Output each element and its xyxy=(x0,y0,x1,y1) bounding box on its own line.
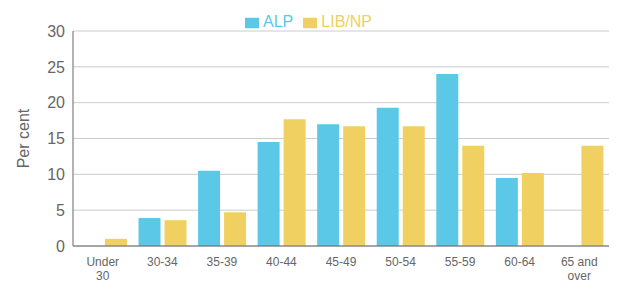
svg-text:Per cent: Per cent xyxy=(15,108,32,168)
svg-text:25: 25 xyxy=(47,59,65,76)
svg-text:Under30: Under30 xyxy=(86,255,119,283)
svg-text:10: 10 xyxy=(47,166,65,183)
svg-text:30: 30 xyxy=(47,23,65,40)
svg-text:60-64: 60-64 xyxy=(504,255,535,269)
svg-text:65 andover: 65 andover xyxy=(561,255,598,283)
svg-text:55-59: 55-59 xyxy=(445,255,476,269)
svg-text:50-54: 50-54 xyxy=(385,255,416,269)
svg-text:40-44: 40-44 xyxy=(266,255,297,269)
html-text:LIB/NP: LIB/NP xyxy=(321,13,372,30)
svg-text:0: 0 xyxy=(56,238,65,255)
svg-text:35-39: 35-39 xyxy=(207,255,238,269)
svg-text:15: 15 xyxy=(47,130,65,147)
svg-text:45-49: 45-49 xyxy=(326,255,357,269)
svg-text:30-34: 30-34 xyxy=(147,255,178,269)
svg-text:20: 20 xyxy=(47,94,65,111)
svg-text:5: 5 xyxy=(56,202,65,219)
html-text:ALP: ALP xyxy=(263,13,294,30)
